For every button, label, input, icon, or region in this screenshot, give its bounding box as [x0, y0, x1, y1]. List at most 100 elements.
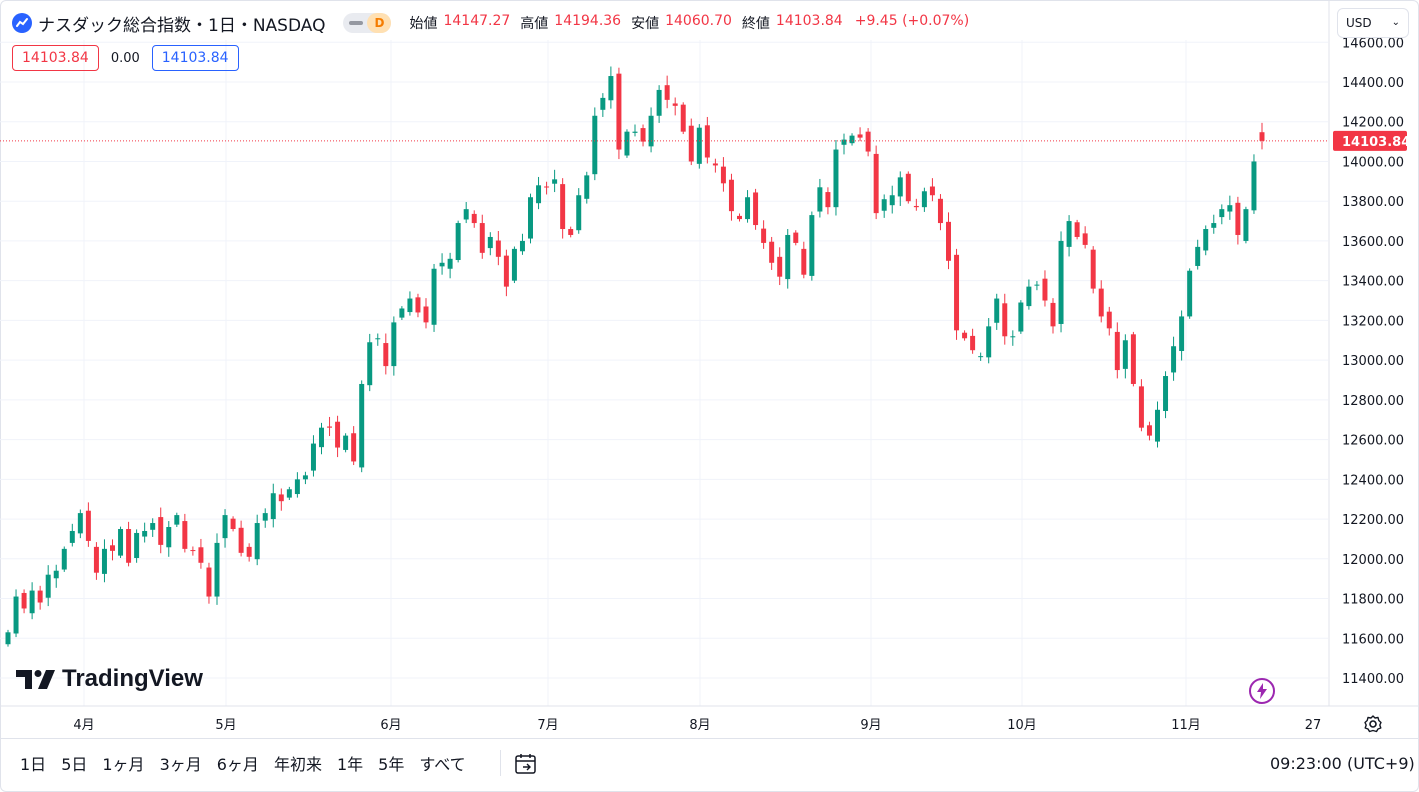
x-tick-label: 6月	[380, 718, 401, 733]
x-tick-label: 4月	[73, 718, 94, 733]
candle-body	[1074, 222, 1080, 237]
candle-body	[238, 527, 244, 553]
candle-body	[351, 433, 357, 462]
candle-body	[1235, 202, 1241, 235]
candle-body	[552, 179, 558, 184]
x-tick-label: 8月	[689, 718, 710, 733]
candle-body	[1211, 223, 1217, 228]
candle-body	[1026, 286, 1032, 307]
candle-body	[1050, 302, 1056, 327]
candle-body	[439, 262, 445, 267]
candle-body	[367, 342, 373, 386]
x-tick-label: 11月	[1171, 718, 1201, 733]
range-ytd[interactable]: 年初来	[273, 755, 322, 774]
candle-body	[101, 548, 107, 574]
low-label: 安値	[631, 16, 660, 32]
candle-body	[528, 197, 533, 239]
candle-body	[519, 240, 525, 252]
candle-body	[865, 131, 871, 152]
buy-price-box[interactable]: 14103.84	[151, 45, 239, 71]
candle-body	[1106, 311, 1112, 329]
y-tick-label: 13200.00	[1342, 314, 1404, 329]
tradingview-branding[interactable]: TradingView	[16, 665, 203, 693]
candle-body	[471, 213, 477, 224]
gear-icon[interactable]	[1363, 714, 1383, 738]
open-value: 14147.27	[443, 13, 511, 29]
candle-body	[142, 530, 148, 537]
candle-body	[511, 248, 517, 281]
candle-body	[455, 223, 461, 261]
minus-icon	[349, 21, 364, 25]
candle-body	[946, 221, 951, 261]
range-1y[interactable]: 1年	[336, 755, 364, 774]
candle-body	[624, 131, 630, 156]
y-tick-label: 13400.00	[1342, 275, 1404, 290]
calendar-goto-icon[interactable]	[514, 752, 538, 780]
candle-body	[817, 187, 823, 212]
currency-select[interactable]: USD ⌄	[1337, 8, 1409, 38]
candle-body	[1203, 229, 1209, 251]
candle-body	[85, 510, 91, 541]
tradingview-logo-icon[interactable]	[12, 13, 32, 33]
candle-body	[230, 518, 236, 529]
candle-body	[672, 103, 678, 106]
candle-body	[1010, 336, 1016, 338]
candle-body	[793, 232, 799, 243]
candle-body	[584, 175, 590, 199]
market-status-toggle[interactable]: D	[343, 13, 392, 33]
candle-body	[1018, 302, 1024, 332]
candle-body	[21, 592, 27, 609]
candle-body	[479, 223, 485, 253]
candle-body	[656, 89, 662, 116]
x-tick-label: 10月	[1007, 718, 1037, 733]
candle-body	[118, 529, 124, 556]
range-1d[interactable]: 1日	[20, 755, 47, 774]
candle-body	[1114, 331, 1120, 371]
candle-body	[166, 527, 172, 548]
y-tick-label: 14400.00	[1342, 76, 1404, 91]
candle-body	[29, 590, 35, 614]
candle-body	[1034, 284, 1040, 286]
candle-body	[1058, 240, 1064, 324]
range-3m[interactable]: 3ヶ月	[159, 755, 202, 774]
range-1m[interactable]: 1ヶ月	[102, 755, 145, 774]
candle-body	[93, 546, 99, 573]
range-5y[interactable]: 5年	[378, 755, 405, 774]
currency-label: USD	[1346, 16, 1372, 30]
candle-body	[126, 529, 132, 563]
candle-body	[77, 513, 83, 534]
toolbar-separator	[500, 750, 501, 776]
candle-body	[327, 426, 333, 428]
candle-body	[495, 240, 501, 257]
range-6m[interactable]: 6ヶ月	[216, 755, 259, 774]
candle-body	[1219, 209, 1225, 218]
candle-body	[841, 139, 847, 145]
y-tick-label: 13000.00	[1342, 354, 1404, 369]
candle-body	[616, 73, 622, 150]
candle-body	[1042, 278, 1048, 301]
candle-body	[1251, 161, 1257, 211]
candle-body	[1163, 376, 1169, 411]
range-all[interactable]: すべて	[419, 755, 466, 774]
symbol-title[interactable]: ナスダック総合指数・1日・NASDAQ	[38, 15, 326, 36]
candle-body	[1195, 246, 1201, 266]
candle-body	[335, 421, 341, 448]
candle-body	[150, 523, 156, 530]
candle-body	[544, 186, 550, 188]
lightning-icon[interactable]	[1248, 677, 1276, 709]
candle-body	[680, 104, 686, 132]
y-tick-label: 11800.00	[1342, 593, 1404, 608]
y-tick-label: 14600.00	[1342, 36, 1404, 51]
candle-body	[929, 186, 935, 196]
sell-price-box[interactable]: 14103.84	[12, 45, 99, 71]
y-tick-label: 12600.00	[1342, 434, 1404, 449]
candle-body	[970, 335, 976, 351]
y-tick-label: 12400.00	[1342, 473, 1404, 488]
y-tick-label: 14000.00	[1342, 155, 1404, 170]
chevron-down-icon: ⌄	[1391, 17, 1400, 28]
candle-body	[801, 248, 807, 275]
range-5d[interactable]: 5日	[61, 755, 88, 774]
clock-timezone[interactable]: 09:23:00 (UTC+9)	[1270, 754, 1415, 773]
candle-body	[632, 131, 638, 133]
